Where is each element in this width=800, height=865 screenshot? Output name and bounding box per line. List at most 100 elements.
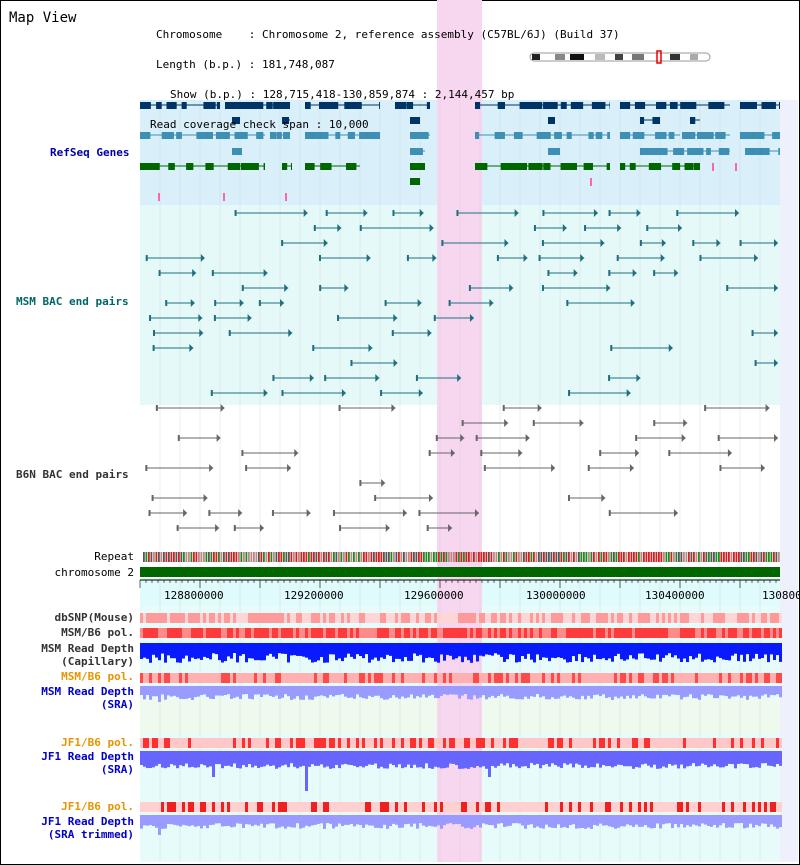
bac-arrow xyxy=(238,509,243,517)
depth-bar xyxy=(554,686,557,699)
repeat-bar xyxy=(260,552,263,562)
heat-cell xyxy=(209,628,212,638)
track-label-msm-bac[interactable]: MSM BAC end pairs xyxy=(16,295,129,308)
heat-cell xyxy=(524,628,527,638)
heat-cell xyxy=(236,628,239,638)
track-label-repeat[interactable]: Repeat xyxy=(94,550,134,563)
heat-cell xyxy=(155,802,158,812)
track-label-jf1-b6-pol[interactable]: JF1/B6 pol. xyxy=(61,736,134,749)
depth-bar xyxy=(710,686,713,695)
depth-bar xyxy=(443,815,446,826)
heat-cell xyxy=(194,613,197,623)
heat-cell xyxy=(167,738,170,748)
heat-cell xyxy=(371,628,374,638)
heat-cell xyxy=(218,802,221,812)
bac-end xyxy=(176,525,179,531)
track-label-msm-b6-pol2[interactable]: MSM/B6 pol. xyxy=(61,670,134,683)
bac-end xyxy=(406,255,409,261)
depth-bar xyxy=(425,686,428,698)
bac-arrow xyxy=(199,329,204,337)
track-label-refseq[interactable]: RefSeq Genes xyxy=(50,146,130,159)
repeat-bar xyxy=(585,552,588,562)
repeat-bar xyxy=(753,552,755,562)
heat-cell xyxy=(557,628,560,638)
heat-cell xyxy=(188,673,191,683)
depth-bar xyxy=(509,686,512,699)
depth-bar xyxy=(749,751,752,768)
depth-bar xyxy=(752,751,755,768)
heat-cell xyxy=(602,802,605,812)
heat-cell xyxy=(452,673,455,683)
heat-cell xyxy=(440,673,443,683)
depth-bar xyxy=(554,643,557,659)
depth-bar xyxy=(425,751,428,764)
heat-cell xyxy=(350,802,353,812)
depth-bar xyxy=(608,643,611,659)
depth-bar xyxy=(497,686,500,696)
repeat-bar xyxy=(270,552,273,562)
depth-bar xyxy=(677,686,680,695)
track-label-msm-b6-pol[interactable]: MSM/B6 pol. xyxy=(61,626,134,639)
bac-arrow xyxy=(457,374,462,382)
gene-exon xyxy=(778,148,780,155)
repeat-bar xyxy=(460,552,463,562)
bac-arrow xyxy=(280,299,285,307)
track-label-jf1-depth-sra[interactable]: JF1 Read Depth xyxy=(41,750,134,763)
heat-cell xyxy=(275,613,278,623)
depth-bar xyxy=(602,643,605,659)
depth-bar xyxy=(158,643,161,661)
heat-cell xyxy=(671,738,674,748)
track-label-b6n-bac[interactable]: B6N BAC end pairs xyxy=(16,468,129,481)
depth-bar xyxy=(647,686,650,698)
heat-cell xyxy=(686,738,689,748)
track-label-jf1-b6-pol2[interactable]: JF1/B6 pol. xyxy=(61,800,134,813)
heat-cell xyxy=(230,628,233,638)
bac-arrow xyxy=(432,254,437,262)
heat-cell xyxy=(665,802,668,812)
depth-bar xyxy=(662,815,665,825)
heat-cell xyxy=(425,613,428,623)
gene-exon xyxy=(346,163,357,170)
depth-bar xyxy=(164,686,167,700)
repeat-bar xyxy=(320,552,323,562)
depth-bar xyxy=(626,751,629,767)
gene-exon xyxy=(481,163,488,170)
depth-bar xyxy=(587,686,590,696)
depth-bar xyxy=(359,643,362,656)
depth-bar xyxy=(656,751,659,769)
heat-cell xyxy=(149,738,152,748)
gene-exon xyxy=(410,148,423,155)
bac-arrow xyxy=(419,209,424,217)
depth-bar xyxy=(251,686,254,700)
track-label-msm-depth-cap[interactable]: MSM Read Depth xyxy=(41,642,134,655)
heat-cell xyxy=(281,673,284,683)
heat-cell xyxy=(191,673,194,683)
heat-cell xyxy=(296,628,299,638)
heat-cell xyxy=(224,613,227,623)
repeat-bar xyxy=(308,552,310,562)
depth-bar xyxy=(410,643,413,661)
track-label-dbsnp[interactable]: dbSNP(Mouse) xyxy=(54,611,134,624)
track-label-msm-depth-sra[interactable]: MSM Read Depth xyxy=(41,685,134,698)
heat-cell xyxy=(620,613,623,623)
depth-bar xyxy=(356,751,359,768)
heat-cell xyxy=(488,613,491,623)
depth-bar xyxy=(476,643,479,662)
heat-cell xyxy=(458,613,461,623)
heat-cell xyxy=(611,738,614,748)
depth-bar xyxy=(317,686,320,697)
heat-cell xyxy=(410,613,413,623)
repeat-bar xyxy=(643,552,645,562)
depth-bar xyxy=(230,815,233,828)
heat-cell xyxy=(644,802,647,812)
heat-cell xyxy=(182,673,185,683)
track-label-chromosome[interactable]: chromosome 2 xyxy=(54,566,134,579)
track-label-jf1-depth-trim[interactable]: JF1 Read Depth xyxy=(41,815,134,828)
depth-bar xyxy=(482,643,485,657)
depth-bar xyxy=(203,815,206,826)
heat-cell xyxy=(488,802,491,812)
heat-cell xyxy=(179,802,182,812)
heat-cell xyxy=(566,673,569,683)
heat-cell xyxy=(734,673,737,683)
